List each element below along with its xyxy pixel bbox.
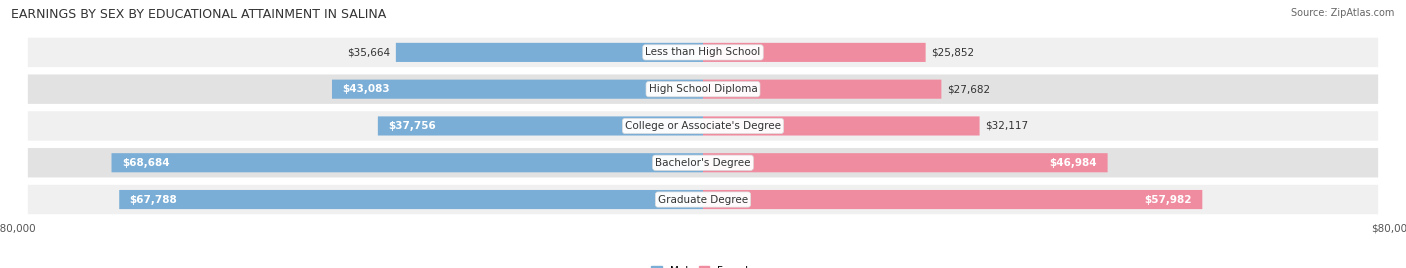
- FancyBboxPatch shape: [332, 80, 703, 99]
- Text: $27,682: $27,682: [946, 84, 990, 94]
- Text: $37,756: $37,756: [388, 121, 436, 131]
- Text: EARNINGS BY SEX BY EDUCATIONAL ATTAINMENT IN SALINA: EARNINGS BY SEX BY EDUCATIONAL ATTAINMEN…: [11, 8, 387, 21]
- Text: Bachelor's Degree: Bachelor's Degree: [655, 158, 751, 168]
- FancyBboxPatch shape: [28, 75, 1378, 104]
- Text: College or Associate's Degree: College or Associate's Degree: [626, 121, 780, 131]
- FancyBboxPatch shape: [120, 190, 703, 209]
- Text: High School Diploma: High School Diploma: [648, 84, 758, 94]
- Text: $35,664: $35,664: [347, 47, 391, 57]
- Text: $68,684: $68,684: [122, 158, 170, 168]
- FancyBboxPatch shape: [28, 111, 1378, 141]
- FancyBboxPatch shape: [703, 116, 980, 136]
- FancyBboxPatch shape: [703, 190, 1202, 209]
- Text: $25,852: $25,852: [931, 47, 974, 57]
- FancyBboxPatch shape: [111, 153, 703, 172]
- Text: $57,982: $57,982: [1144, 195, 1192, 204]
- FancyBboxPatch shape: [703, 80, 942, 99]
- FancyBboxPatch shape: [703, 43, 925, 62]
- Text: $43,083: $43,083: [342, 84, 389, 94]
- FancyBboxPatch shape: [28, 148, 1378, 177]
- FancyBboxPatch shape: [703, 153, 1108, 172]
- FancyBboxPatch shape: [396, 43, 703, 62]
- Text: $67,788: $67,788: [129, 195, 177, 204]
- Text: Source: ZipAtlas.com: Source: ZipAtlas.com: [1291, 8, 1395, 18]
- Text: $46,984: $46,984: [1050, 158, 1097, 168]
- Text: Graduate Degree: Graduate Degree: [658, 195, 748, 204]
- Legend: Male, Female: Male, Female: [647, 262, 759, 268]
- FancyBboxPatch shape: [28, 185, 1378, 214]
- Text: $32,117: $32,117: [986, 121, 1028, 131]
- FancyBboxPatch shape: [28, 38, 1378, 67]
- FancyBboxPatch shape: [378, 116, 703, 136]
- Text: Less than High School: Less than High School: [645, 47, 761, 57]
